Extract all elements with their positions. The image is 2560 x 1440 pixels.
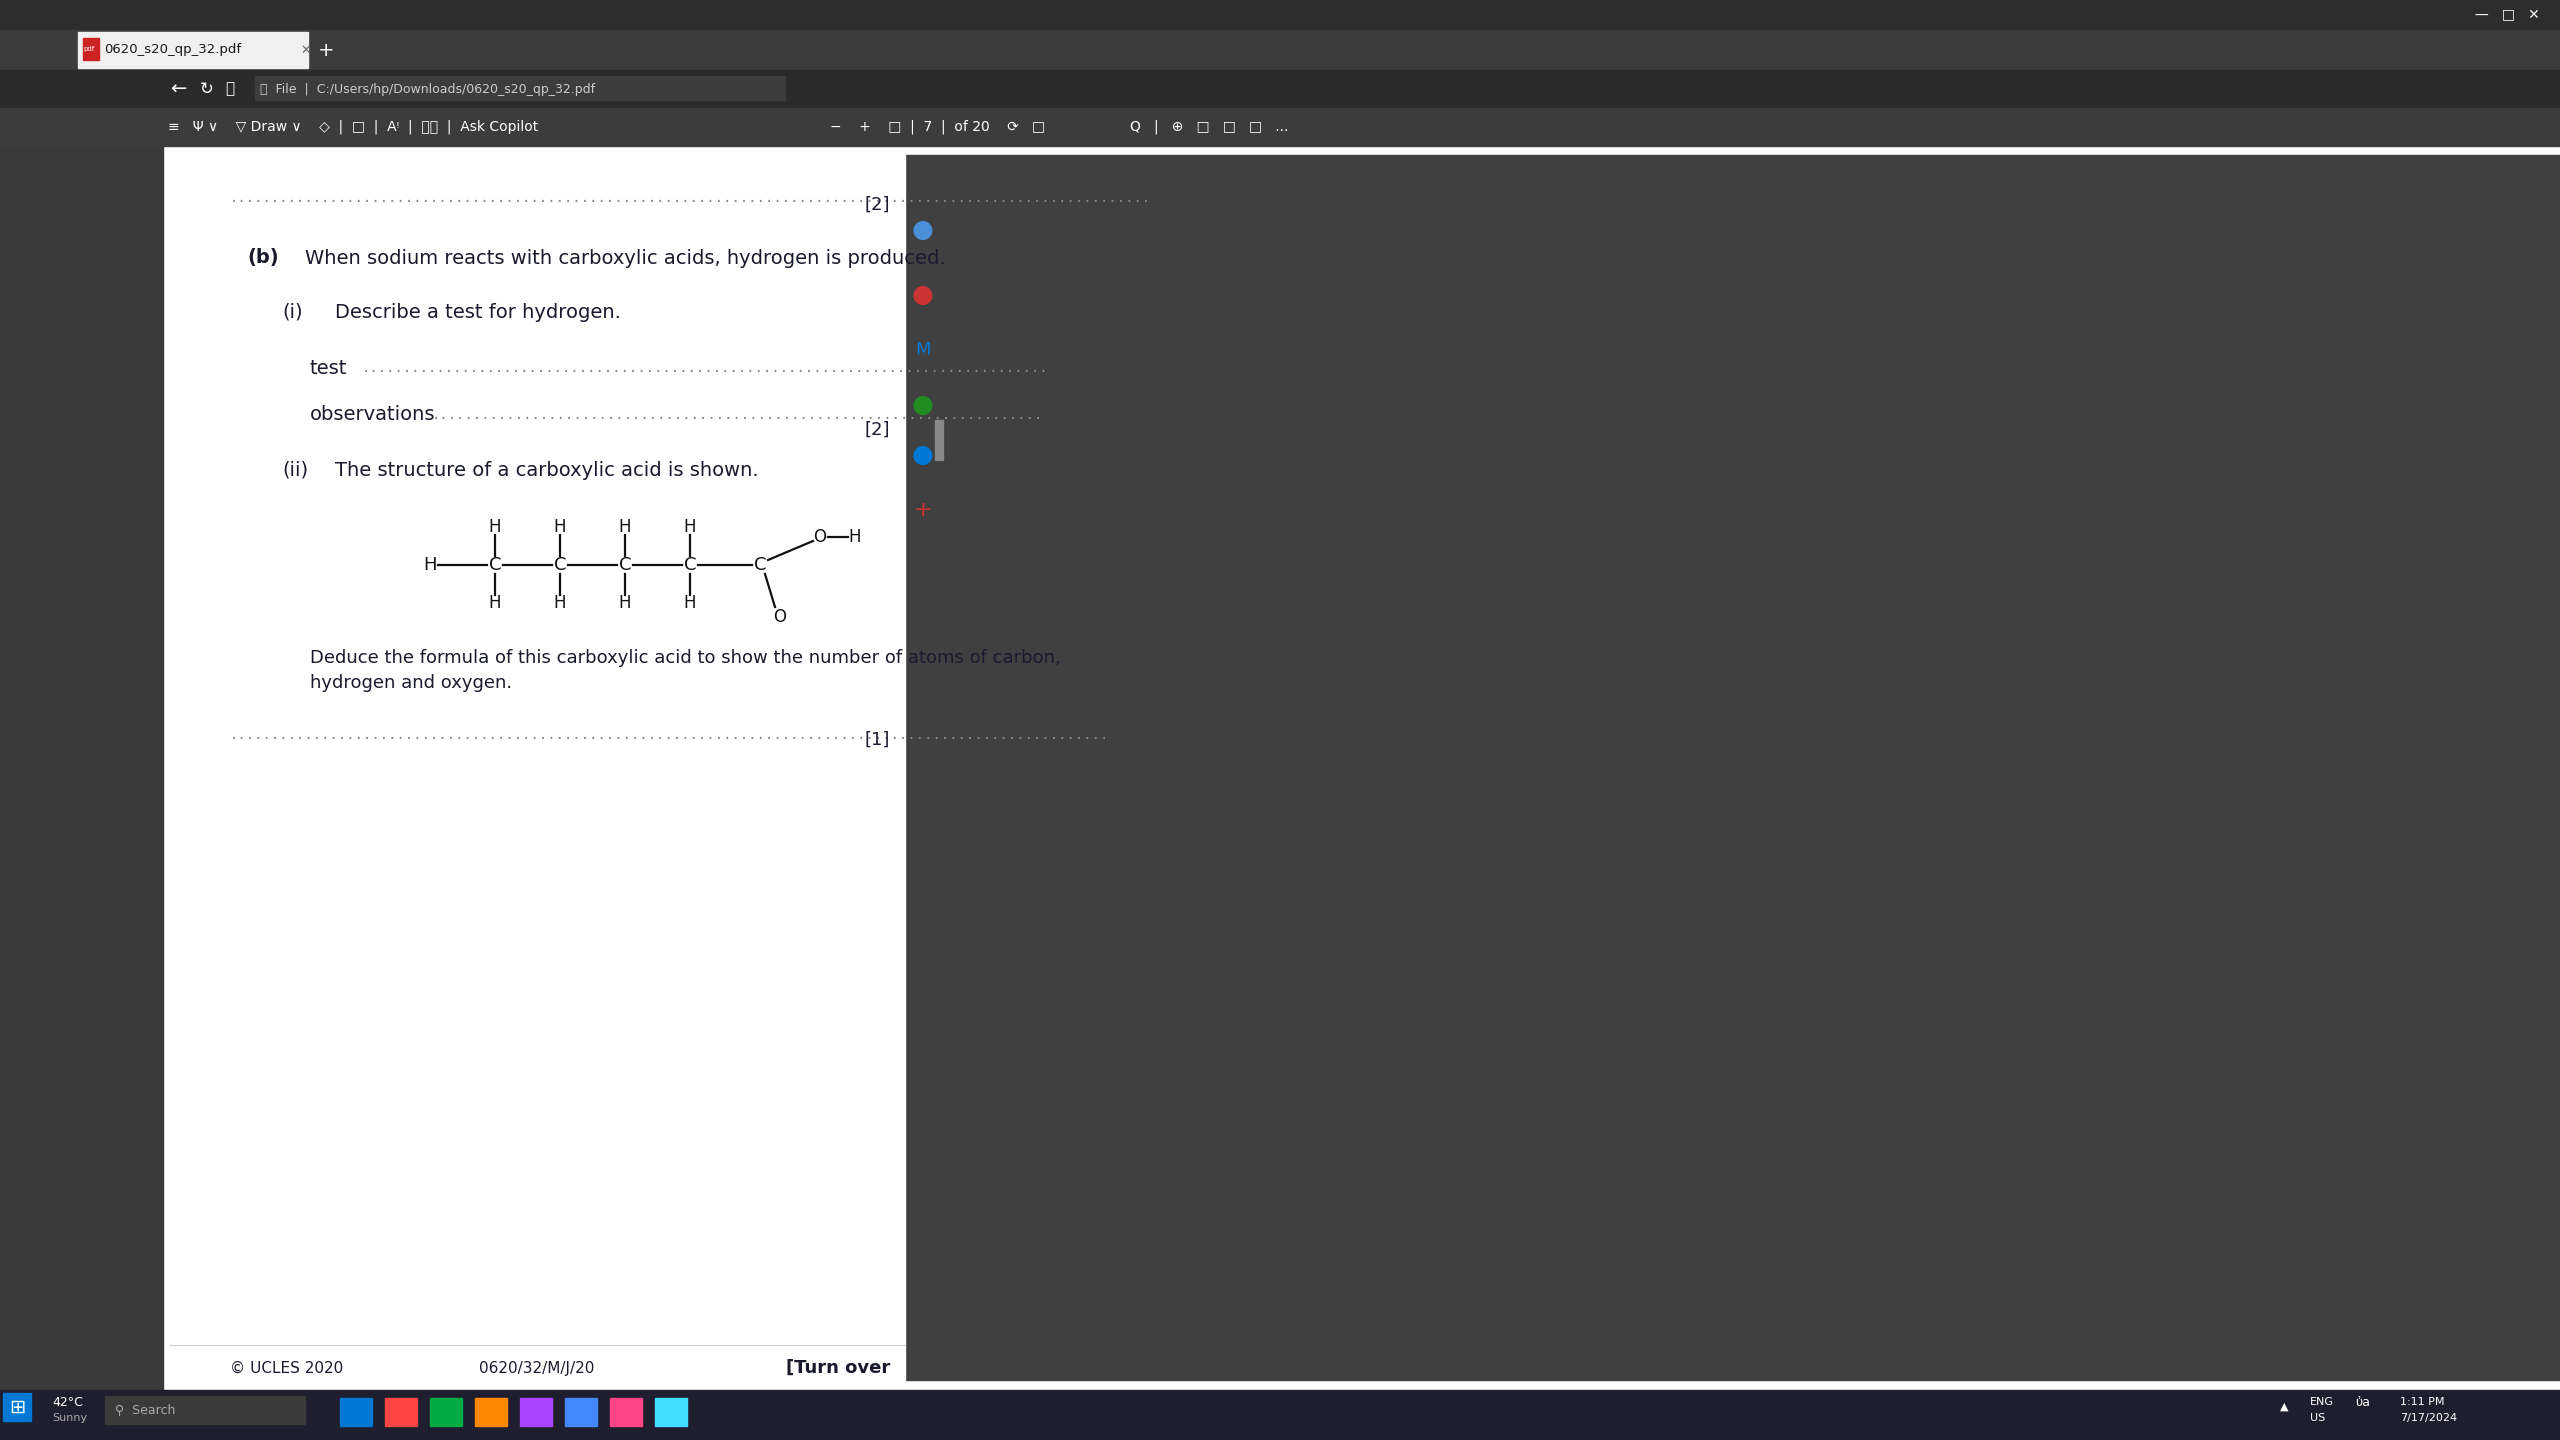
Text: .........................................................................: ........................................… — [433, 408, 1044, 422]
Text: The structure of a carboxylic acid is shown.: The structure of a carboxylic acid is sh… — [335, 461, 758, 480]
Text: 0620_s20_qp_32.pdf: 0620_s20_qp_32.pdf — [105, 43, 241, 56]
Text: ≡   Ψ ∨    ▽ Draw ∨    ◇  |  □  |  Aᵎ  |  ああ  |  Ask Copilot: ≡ Ψ ∨ ▽ Draw ∨ ◇ | □ | Aᵎ | ああ | Ask Cop… — [169, 120, 538, 134]
Text: C: C — [489, 556, 502, 575]
Text: test: test — [310, 359, 348, 377]
Text: ENG: ENG — [2309, 1397, 2335, 1407]
Bar — [0, 1390, 2560, 1440]
Text: When sodium reacts with carboxylic acids, hydrogen is produced.: When sodium reacts with carboxylic acids… — [305, 249, 945, 268]
Text: H: H — [553, 593, 566, 612]
Text: H: H — [850, 528, 860, 546]
Text: H: H — [684, 593, 696, 612]
Text: ↻: ↻ — [200, 81, 215, 98]
Text: O: O — [814, 528, 827, 546]
Text: ⊞: ⊞ — [8, 1397, 26, 1417]
Text: O: O — [773, 608, 786, 626]
Bar — [0, 108, 2560, 145]
Text: C: C — [753, 556, 765, 575]
Text: ←: ← — [169, 79, 187, 98]
Text: +: + — [317, 40, 335, 59]
Text: H: H — [684, 518, 696, 536]
Text: H: H — [489, 593, 502, 612]
Text: M: M — [916, 341, 932, 359]
Text: [2]: [2] — [865, 196, 891, 215]
Text: [1]: [1] — [865, 732, 891, 749]
Bar — [609, 1398, 643, 1426]
Text: 42°C: 42°C — [51, 1395, 82, 1408]
Text: H: H — [620, 593, 632, 612]
Text: [Turn over: [Turn over — [786, 1359, 891, 1377]
Bar — [0, 71, 2560, 108]
Text: 1:11 PM: 1:11 PM — [2401, 1397, 2445, 1407]
Text: H: H — [489, 518, 502, 536]
Text: pdf: pdf — [82, 46, 95, 52]
Text: H: H — [553, 518, 566, 536]
Text: © UCLES 2020: © UCLES 2020 — [230, 1361, 343, 1375]
Text: +: + — [914, 500, 932, 520]
Bar — [0, 0, 2560, 30]
Text: ●: ● — [911, 444, 934, 467]
Bar — [566, 1398, 596, 1426]
Text: ................................................................................: ........................................… — [230, 729, 1108, 742]
Bar — [476, 1398, 507, 1426]
Text: ⓘ  File  |  C:/Users/hp/Downloads/0620_s20_qp_32.pdf: ⓘ File | C:/Users/hp/Downloads/0620_s20_… — [261, 82, 594, 95]
Text: Deduce the formula of this carboxylic acid to show the number of atoms of carbon: Deduce the formula of this carboxylic ac… — [310, 649, 1060, 667]
Text: C: C — [553, 556, 566, 575]
Text: (b): (b) — [246, 249, 279, 268]
Text: ⌕: ⌕ — [225, 82, 233, 96]
Text: hydrogen and oxygen.: hydrogen and oxygen. — [310, 674, 512, 693]
Bar — [430, 1398, 461, 1426]
Text: observations: observations — [310, 406, 435, 425]
Text: [2]: [2] — [865, 420, 891, 439]
Bar — [82, 37, 100, 60]
Text: H: H — [620, 518, 632, 536]
Text: C: C — [620, 556, 632, 575]
Bar — [340, 1398, 371, 1426]
Text: (i): (i) — [282, 302, 302, 321]
Bar — [105, 1395, 305, 1424]
Text: −    +    □  |  7  |  of 20    ⟳   □: − + □ | 7 | of 20 ⟳ □ — [829, 120, 1044, 134]
Text: Sunny: Sunny — [51, 1413, 87, 1423]
Text: ✕: ✕ — [300, 43, 310, 56]
Bar — [0, 30, 2560, 71]
Text: ................................................................................: ........................................… — [230, 192, 1152, 204]
Bar — [906, 156, 2560, 1380]
Bar — [3, 1392, 31, 1421]
Text: ▲: ▲ — [2281, 1403, 2289, 1413]
Bar — [77, 32, 307, 68]
Bar — [169, 156, 906, 1380]
Text: ................................................................................: ........................................… — [361, 361, 1050, 374]
Text: ●: ● — [911, 284, 934, 307]
Text: ●: ● — [911, 393, 934, 418]
Bar — [256, 76, 786, 99]
Text: 0620/32/M/J/20: 0620/32/M/J/20 — [479, 1361, 594, 1375]
Text: ὐa: ὐa — [2355, 1395, 2371, 1408]
Text: 7/17/2024: 7/17/2024 — [2401, 1413, 2458, 1423]
Text: (ii): (ii) — [282, 461, 307, 480]
Text: Describe a test for hydrogen.: Describe a test for hydrogen. — [335, 302, 622, 321]
Bar — [0, 0, 164, 1440]
Text: ●: ● — [911, 217, 934, 242]
Bar — [520, 1398, 553, 1426]
Text: US: US — [2309, 1413, 2324, 1423]
Text: H: H — [422, 556, 438, 575]
Bar — [655, 1398, 686, 1426]
Text: C: C — [684, 556, 696, 575]
Bar — [934, 420, 942, 459]
Bar — [384, 1398, 417, 1426]
Text: ⚲  Search: ⚲ Search — [115, 1404, 177, 1417]
Text: Q   |   ⊕   □   □   □   ...: Q | ⊕ □ □ □ ... — [1129, 120, 1288, 134]
Text: —   □   ✕: — □ ✕ — [2476, 9, 2540, 22]
